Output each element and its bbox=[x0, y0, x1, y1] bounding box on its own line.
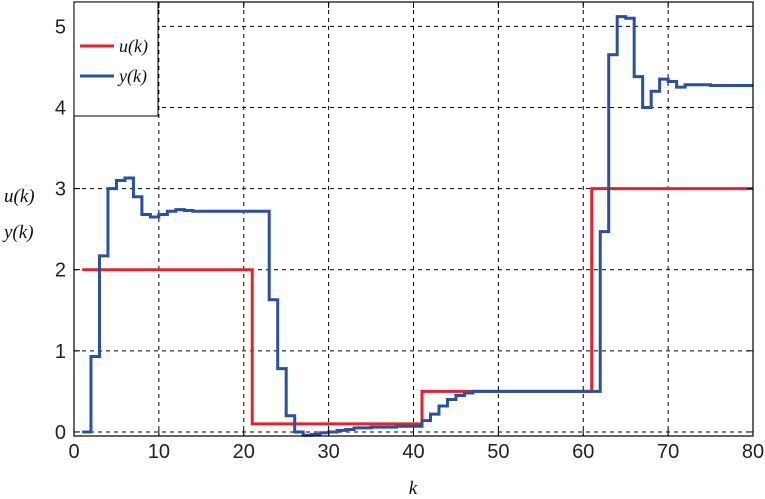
x-tick-label: 10 bbox=[148, 441, 170, 463]
y-tick-label: 3 bbox=[55, 179, 66, 201]
series-line-u bbox=[82, 187, 753, 426]
x-tick-label: 30 bbox=[318, 441, 340, 463]
y-tick-label: 1 bbox=[55, 341, 66, 363]
legend-label-u: u(k) bbox=[119, 36, 148, 57]
x-tick-label: 60 bbox=[572, 441, 594, 463]
x-tick-label: 70 bbox=[657, 441, 679, 463]
x-tick-label: 40 bbox=[402, 441, 424, 463]
x-tick-label: 80 bbox=[742, 441, 764, 463]
x-axis-label: k bbox=[409, 478, 418, 499]
y-tick-label: 2 bbox=[55, 260, 66, 282]
series-line-y bbox=[82, 15, 753, 437]
legend: u(k) y(k) bbox=[73, 1, 159, 117]
y-axis-label-y: y(k) bbox=[2, 222, 34, 243]
x-tick-label: 50 bbox=[487, 441, 509, 463]
legend-label-y: y(k) bbox=[117, 66, 147, 87]
y-tick-label: 4 bbox=[55, 97, 66, 119]
y-axis-label-u: u(k) bbox=[4, 186, 35, 207]
y-axis-label: u(k) y(k) bbox=[2, 186, 35, 243]
legend-box bbox=[73, 1, 159, 117]
series-lines bbox=[82, 15, 753, 437]
x-tick-label: 20 bbox=[233, 441, 255, 463]
tick-marks-and-labels: 0 10 20 30 40 50 60 70 80 0 1 2 3 4 5 bbox=[55, 2, 764, 463]
grid-lines bbox=[74, 2, 753, 436]
y-tick-label: 5 bbox=[55, 16, 66, 38]
y-tick-label: 0 bbox=[55, 422, 66, 444]
x-tick-label: 0 bbox=[68, 441, 79, 463]
